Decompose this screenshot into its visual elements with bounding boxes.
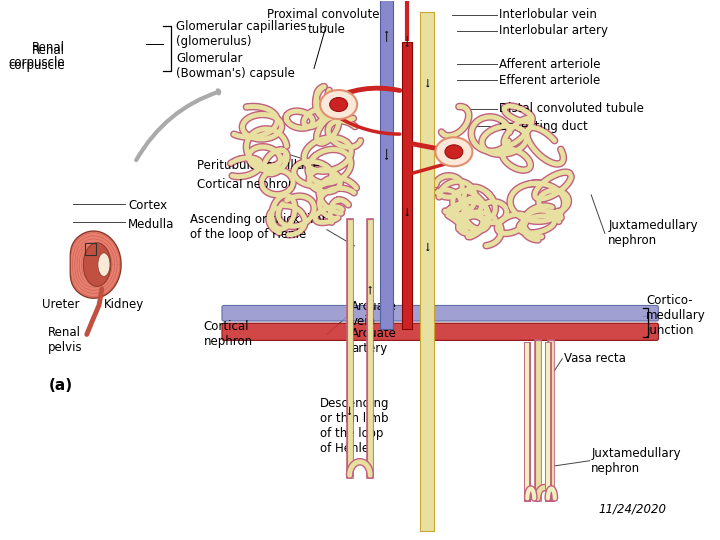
Ellipse shape xyxy=(84,243,111,286)
Text: Renal
pelvis: Renal pelvis xyxy=(48,326,82,354)
Ellipse shape xyxy=(338,105,345,109)
Text: Collecting duct: Collecting duct xyxy=(498,119,588,132)
Text: Cortical
nephron: Cortical nephron xyxy=(204,320,253,348)
Text: (a): (a) xyxy=(49,378,73,393)
Text: Medulla: Medulla xyxy=(128,218,174,231)
Text: Interlobular artery: Interlobular artery xyxy=(498,24,608,37)
Ellipse shape xyxy=(332,105,339,109)
Text: Distal convoluted tubule: Distal convoluted tubule xyxy=(498,103,644,116)
Ellipse shape xyxy=(336,106,342,110)
Text: Ascending or thick limb
of the loop of Henle: Ascending or thick limb of the loop of H… xyxy=(189,213,329,241)
Text: Glomerular
(Bowman's) capsule: Glomerular (Bowman's) capsule xyxy=(176,52,295,80)
Ellipse shape xyxy=(448,152,454,156)
Ellipse shape xyxy=(451,153,457,157)
Text: 11/24/2020: 11/24/2020 xyxy=(598,503,667,516)
Text: Ureter: Ureter xyxy=(42,299,80,312)
FancyBboxPatch shape xyxy=(222,306,658,321)
Text: Juxtamedullary
nephron: Juxtamedullary nephron xyxy=(608,219,698,247)
Circle shape xyxy=(436,137,472,166)
Text: Descending
or thin limb
of the loop
of Henle: Descending or thin limb of the loop of H… xyxy=(320,397,390,455)
Ellipse shape xyxy=(98,253,110,276)
Ellipse shape xyxy=(338,100,345,104)
Text: Arcuate
artery: Arcuate artery xyxy=(351,327,397,355)
Ellipse shape xyxy=(332,100,339,104)
Ellipse shape xyxy=(331,103,338,106)
Circle shape xyxy=(330,98,348,112)
Text: Proximal convoluted
tubule: Proximal convoluted tubule xyxy=(267,8,387,36)
Ellipse shape xyxy=(99,254,109,269)
Text: Juxtamedullary
nephron: Juxtamedullary nephron xyxy=(591,447,681,475)
Bar xyxy=(379,0,393,329)
Text: Efferent arteriole: Efferent arteriole xyxy=(498,74,600,87)
Text: Glomerular capillaries
(glomerulus): Glomerular capillaries (glomerulus) xyxy=(176,19,307,48)
Ellipse shape xyxy=(454,150,462,154)
Ellipse shape xyxy=(336,99,342,103)
FancyBboxPatch shape xyxy=(420,12,434,531)
Text: Kidney: Kidney xyxy=(104,299,144,312)
Text: Cortical nephron: Cortical nephron xyxy=(197,178,295,191)
Text: Cortico-
medullary
junction: Cortico- medullary junction xyxy=(646,294,706,337)
Text: Interlobular vein: Interlobular vein xyxy=(498,8,596,21)
Text: Renal
corpuscle: Renal corpuscle xyxy=(8,44,65,72)
Ellipse shape xyxy=(339,103,346,106)
Text: Vasa recta: Vasa recta xyxy=(564,352,626,365)
Text: Peritubular capillaries: Peritubular capillaries xyxy=(197,159,325,172)
Circle shape xyxy=(320,90,357,119)
Bar xyxy=(402,42,412,329)
Text: Arcuate
vein: Arcuate vein xyxy=(351,300,397,328)
Text: Afferent arteriole: Afferent arteriole xyxy=(498,58,600,71)
Polygon shape xyxy=(71,231,121,298)
Ellipse shape xyxy=(451,147,457,151)
Ellipse shape xyxy=(100,257,110,272)
Ellipse shape xyxy=(99,260,109,275)
Text: Cortex: Cortex xyxy=(128,199,167,212)
Ellipse shape xyxy=(454,147,460,151)
Ellipse shape xyxy=(448,147,454,151)
Text: Renal
corpuscle: Renal corpuscle xyxy=(8,41,65,69)
Circle shape xyxy=(445,145,463,159)
FancyBboxPatch shape xyxy=(222,323,658,340)
Bar xyxy=(85,243,96,255)
Ellipse shape xyxy=(454,152,460,156)
Ellipse shape xyxy=(446,150,453,154)
